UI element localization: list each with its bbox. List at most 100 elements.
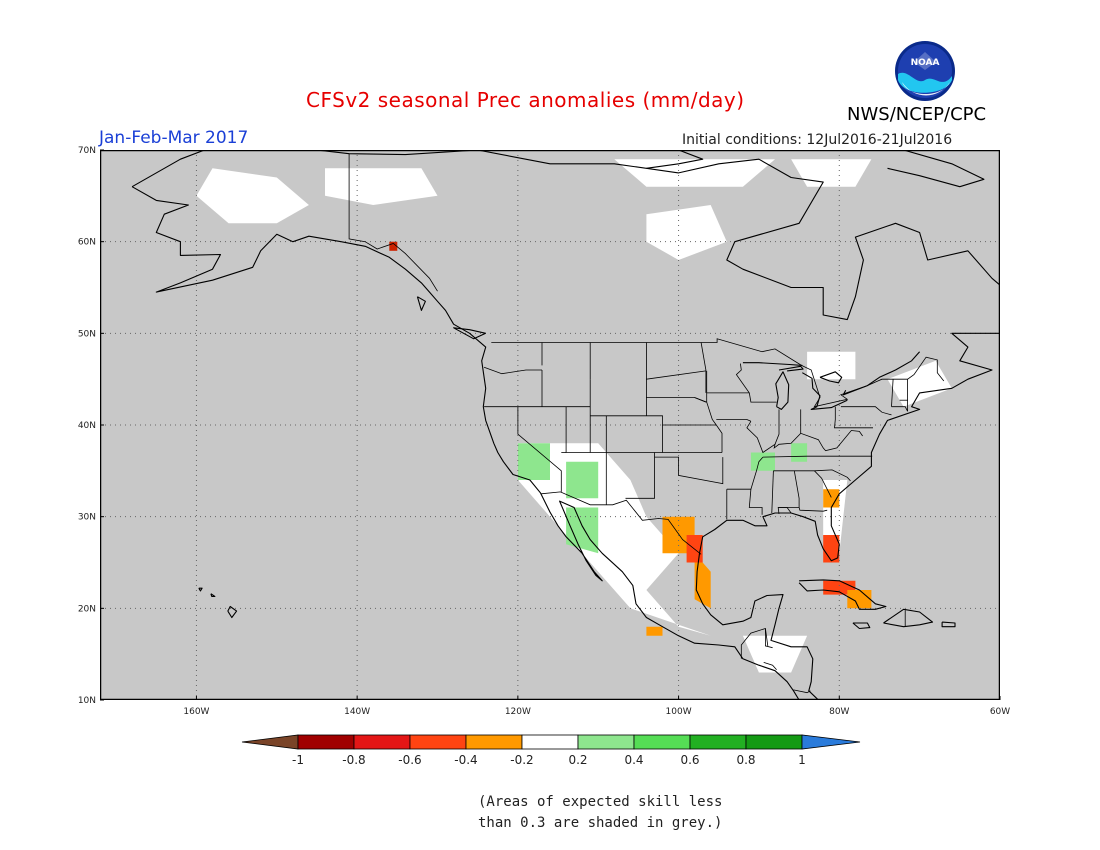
- coastline: [453, 327, 486, 340]
- lat-tick-label: 70N: [78, 146, 96, 156]
- anomaly-patch: [791, 443, 808, 462]
- lon-tick-label: 140W: [344, 707, 370, 717]
- agency-label: NWS/NCEP/CPC: [847, 104, 987, 125]
- border-line: [590, 415, 717, 426]
- border-line: [625, 452, 655, 499]
- coastline: [941, 621, 956, 628]
- colorbar-box: [465, 734, 523, 750]
- coastline: [416, 296, 426, 311]
- coastline: [887, 150, 985, 188]
- skill-note: (Areas of expected skill less than 0.3 a…: [478, 792, 722, 834]
- border-line: [793, 689, 811, 694]
- border-line: [774, 409, 780, 445]
- anomaly-patch: [566, 507, 599, 554]
- coastline: [852, 622, 871, 630]
- border-line: [746, 421, 863, 454]
- coastline: [131, 186, 800, 700]
- colorbar-label: -0.6: [398, 753, 421, 767]
- border-line: [771, 470, 774, 514]
- coastline: [227, 605, 238, 619]
- anomaly-patch: [517, 443, 550, 480]
- anomaly-layer: [389, 241, 872, 636]
- near-normal-patch: [646, 205, 727, 260]
- colorbar-label: 0.2: [568, 753, 587, 767]
- anomaly-patch: [750, 452, 775, 471]
- colorbar-label: -0.2: [510, 753, 533, 767]
- coastline: [842, 351, 921, 396]
- colorbar-label: -0.8: [342, 753, 365, 767]
- colorbar-box: [297, 734, 355, 750]
- near-normal-patch: [807, 351, 856, 380]
- near-normal-patch: [887, 360, 952, 407]
- border-line: [891, 379, 908, 412]
- coastline: [131, 150, 1000, 700]
- coastline: [775, 371, 790, 410]
- border-line: [517, 406, 562, 492]
- coastline: [778, 365, 804, 372]
- coastline: [742, 362, 803, 366]
- border-line: [654, 456, 724, 485]
- border-line: [348, 153, 438, 292]
- lon-tick-label: 160W: [183, 707, 209, 717]
- colorbar: -1 -0.8 -0.6 -0.4 -0.2 0.2 0.4 0.6 0.8 1: [241, 734, 861, 767]
- anomaly-patch: [566, 461, 599, 499]
- logo-text: NOAA: [911, 58, 940, 68]
- colorbar-box: [353, 734, 411, 750]
- border-line: [646, 370, 706, 380]
- coastline: [798, 579, 887, 610]
- border-line: [735, 363, 777, 403]
- border-line: [778, 507, 792, 514]
- anomaly-patch: [823, 489, 840, 508]
- border-line: [750, 456, 764, 490]
- colorbar-label: 0.4: [624, 753, 643, 767]
- border-line: [840, 406, 892, 416]
- colorbar-box: [689, 734, 747, 750]
- coastline: [819, 371, 843, 384]
- noaa-logo-icon: NOAA: [895, 41, 955, 101]
- lat-tick-label: 50N: [78, 329, 96, 339]
- coastlines: [131, 150, 1000, 700]
- colorbar-box: [577, 734, 635, 750]
- forecast-period: Jan-Feb-Mar 2017: [99, 128, 249, 148]
- skill-note-line-2: than 0.3 are shaded in grey.): [478, 815, 723, 831]
- lon-tick-label: 100W: [666, 707, 692, 717]
- colorbar-label: 1: [798, 753, 806, 767]
- border-line: [834, 406, 873, 429]
- border-line: [891, 379, 894, 407]
- border-line: [798, 507, 828, 512]
- skill-note-line-1: (Areas of expected skill less: [478, 794, 723, 810]
- colorbar-box: [409, 734, 467, 750]
- colorbar-box: [745, 734, 803, 750]
- border-line: [765, 628, 773, 649]
- colorbar-under-arrow: [241, 734, 299, 750]
- lon-tick-label: 60W: [990, 707, 1010, 717]
- border-line: [716, 419, 752, 422]
- near-normal-patch: [325, 168, 438, 205]
- precip-anomaly-map: [100, 150, 1000, 700]
- colorbar-box: [521, 734, 579, 750]
- border-line: [763, 662, 777, 671]
- coastline: [883, 608, 934, 628]
- border-line: [726, 488, 763, 515]
- border-line: [762, 455, 873, 458]
- lat-tick-label: 40N: [78, 421, 96, 431]
- border-line: [773, 469, 851, 482]
- colorbar-box: [633, 734, 691, 750]
- coastline: [198, 587, 203, 592]
- border-line: [694, 397, 707, 403]
- border-line: [541, 491, 702, 555]
- border-line: [483, 366, 542, 375]
- near-normal-patch: [614, 159, 775, 187]
- coastline: [210, 593, 216, 597]
- near-normal-patch: [196, 168, 309, 224]
- colorbar-label: 0.6: [680, 753, 699, 767]
- lon-tick-label: 120W: [505, 707, 531, 717]
- coastline: [614, 150, 704, 169]
- colorbar-over-arrow: [801, 734, 861, 750]
- anomaly-patch: [847, 590, 872, 609]
- lat-tick-label: 60N: [78, 238, 96, 248]
- near-normal-patch: [742, 635, 808, 673]
- initial-conditions: Initial conditions: 12Jul2016-21Jul2016: [682, 132, 953, 148]
- coastline: [802, 372, 848, 410]
- border-line: [700, 342, 707, 393]
